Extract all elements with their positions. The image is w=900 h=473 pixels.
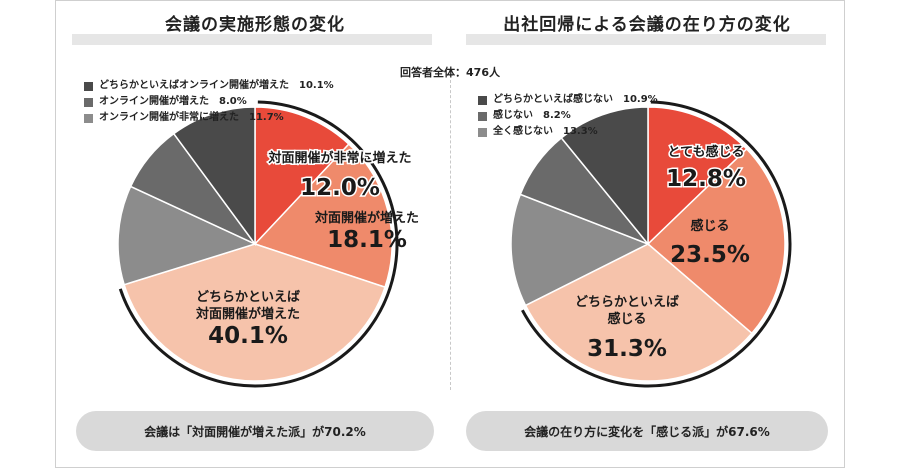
chart1-slice-2-label: どちらかといえば — [575, 295, 679, 310]
chart1-slice-1 — [646, 147, 786, 335]
respondent-count: 回答者全体：476人 — [400, 66, 500, 79]
right-title-underline — [466, 34, 826, 45]
legend-swatch — [84, 97, 93, 107]
left-title-underline — [72, 34, 432, 45]
legend-value: 10.9% — [623, 94, 658, 105]
legend-value: 13.3% — [563, 126, 598, 137]
legend-item: どちらかといえばオンライン開催が増えた 10.1% — [84, 78, 334, 94]
legend-value: 10.1% — [299, 80, 334, 91]
chart1-slice-1-value: 23.5% — [670, 242, 750, 268]
legend-label: どちらかといえばオンライン開催が増えた — [99, 80, 289, 91]
chart0-slice-3 — [117, 185, 258, 286]
legend-swatch — [84, 81, 93, 91]
chart1-slice-1-label: 感じる — [690, 218, 729, 234]
legend-value: 8.0% — [219, 96, 247, 107]
chart0-slice-1-value: 18.1% — [327, 227, 407, 253]
legend-label: 感じない — [493, 110, 533, 121]
chart0-slice-2 — [123, 243, 386, 382]
legend-value: 8.2% — [543, 110, 571, 121]
chart0-slice-1 — [253, 143, 393, 289]
legend-swatch — [478, 111, 487, 121]
right-chart-legend: どちらかといえば感じない 10.9% 感じない 8.2% 全く感じない 13.3% — [478, 92, 658, 140]
panel-divider — [450, 80, 451, 390]
chart0-slice-2-label: 対面開催が増えた — [195, 306, 300, 322]
legend-item: 感じない 8.2% — [478, 108, 658, 124]
right-summary-pill: 会議の在り方に変化を「感じる派」が67.6% — [466, 411, 828, 451]
left-chart-title: 会議の実施形態の変化 — [165, 15, 345, 35]
legend-swatch — [478, 127, 487, 137]
chart0-slice-2-label: どちらかといえば — [196, 290, 300, 305]
chart1-slice-3 — [510, 193, 650, 307]
chart0-slice-1-label: 対面開催が増えた — [314, 210, 419, 226]
chart0-slice-2-value: 40.1% — [208, 323, 288, 349]
chart1-slice-0-value: 12.8% — [666, 166, 746, 192]
legend-swatch — [84, 113, 93, 123]
chart0-highlight-arc — [118, 100, 399, 388]
legend-label: オンライン開催が非常に増えた — [99, 112, 239, 123]
legend-label: どちらかといえば感じない — [493, 94, 613, 105]
legend-value: 11.7% — [249, 112, 284, 123]
legend-item: オンライン開催が増えた 8.0% — [84, 94, 334, 110]
legend-label: オンライン開催が増えた — [99, 96, 209, 107]
chart0-slice-0 — [254, 106, 350, 246]
legend-item: どちらかといえば感じない 10.9% — [478, 92, 658, 108]
chart1-slice-2-label: 感じる — [607, 311, 646, 327]
left-summary-pill: 会議は「対面開催が増えた派」が70.2% — [76, 411, 434, 451]
left-chart-legend: どちらかといえばオンライン開催が増えた 10.1% オンライン開催が増えた 8.0% オ… — [84, 78, 334, 126]
right-chart-title: 出社回帰による会議の在り方の変化 — [503, 15, 791, 35]
chart0-slice-5 — [172, 106, 256, 247]
chart1-slice-0-label: とても感じる — [668, 144, 745, 160]
chart1-slice-2 — [524, 243, 753, 382]
chart1-highlight-arc — [521, 100, 792, 388]
chart1-slice-0 — [647, 106, 748, 246]
legend-label: 全く感じない — [493, 126, 553, 137]
chart0-slice-0-value: 12.0% — [300, 175, 380, 201]
legend-swatch — [478, 95, 487, 105]
legend-item: 全く感じない 13.3% — [478, 124, 658, 140]
legend-item: オンライン開催が非常に増えた 11.7% — [84, 110, 334, 126]
chart1-slice-5 — [560, 106, 649, 247]
chart0-slice-0-label: 対面開催が非常に増えた — [267, 150, 411, 166]
chart1-slice-2-value: 31.3% — [587, 336, 667, 362]
